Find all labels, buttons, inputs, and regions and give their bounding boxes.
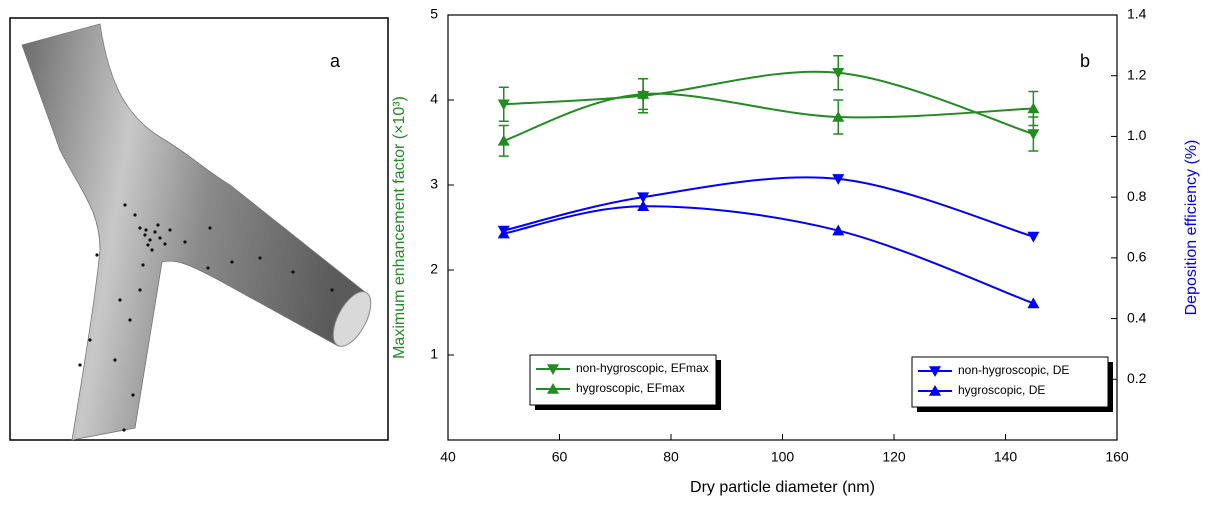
x-tick-label: 120 bbox=[882, 449, 906, 465]
y2-tick-label: 1.2 bbox=[1127, 66, 1147, 82]
panel-label: a bbox=[330, 51, 341, 71]
tube-opening bbox=[332, 291, 372, 347]
legend-label: hygroscopic, EFmax bbox=[576, 381, 685, 395]
marker bbox=[832, 68, 845, 79]
legend-marker bbox=[547, 364, 559, 375]
y-tick-label: 5 bbox=[430, 6, 438, 22]
marker bbox=[832, 224, 845, 236]
x-tick-label: 100 bbox=[771, 449, 795, 465]
marker bbox=[1027, 231, 1040, 243]
series-line bbox=[503, 92, 1034, 142]
y2-tick-label: 1.0 bbox=[1127, 127, 1147, 143]
marker bbox=[1027, 297, 1040, 309]
marker bbox=[497, 227, 510, 239]
marker bbox=[1027, 102, 1040, 114]
marker bbox=[637, 192, 650, 204]
x-tick-label: 60 bbox=[552, 449, 568, 465]
y2-tick-label: 0.4 bbox=[1127, 309, 1147, 325]
x-tick-label: 40 bbox=[440, 449, 456, 465]
y2-tick-label: 0.2 bbox=[1127, 370, 1147, 386]
series-line bbox=[503, 176, 1034, 238]
panel-label: b bbox=[1080, 51, 1090, 71]
legend-label: non-hygroscopic, EFmax bbox=[576, 361, 709, 375]
legend-marker bbox=[547, 383, 559, 394]
y-axis-label: Maximum enhancement factor (×10³) bbox=[391, 96, 408, 359]
marker bbox=[637, 88, 650, 99]
legend-box bbox=[529, 354, 717, 406]
series-line bbox=[503, 205, 1034, 305]
panel-b: 40 60 80 100 120 140 160 1 2 3 4 5 0.2 0.4 0.6 0.8 1.0 1.… bbox=[391, 6, 1200, 497]
airway-tube bbox=[21, 23, 366, 441]
x-tick-label: 160 bbox=[1105, 449, 1129, 465]
x-tick-label: 140 bbox=[994, 449, 1018, 465]
y-tick-label: 4 bbox=[430, 91, 438, 107]
marker bbox=[497, 99, 510, 111]
marker bbox=[832, 174, 845, 185]
series-line bbox=[503, 70, 1034, 135]
legend-label: non-hygroscopic, DE bbox=[958, 363, 1069, 377]
marker bbox=[832, 111, 845, 122]
x-axis-label: Dry particle diameter (nm) bbox=[690, 479, 875, 496]
x-tick-label: 80 bbox=[663, 449, 679, 465]
y-tick-label: 1 bbox=[430, 346, 438, 362]
legend-marker bbox=[929, 366, 941, 377]
y2-tick-label: 0.8 bbox=[1127, 188, 1147, 204]
y2-tick-label: 0.6 bbox=[1127, 249, 1147, 265]
legend-label: hygroscopic, DE bbox=[958, 383, 1045, 397]
y2-axis-label: Deposition efficiency (%) bbox=[1183, 140, 1200, 316]
legend-marker bbox=[929, 385, 941, 396]
marker bbox=[497, 134, 510, 146]
legend-box bbox=[911, 356, 1109, 408]
y2-tick-label: 1.4 bbox=[1127, 6, 1147, 22]
y-tick-label: 2 bbox=[430, 261, 438, 277]
y-tick-label: 3 bbox=[430, 176, 438, 192]
marker bbox=[1027, 129, 1040, 140]
panel-a: a bbox=[9, 17, 389, 441]
particles bbox=[78, 203, 334, 432]
marker bbox=[637, 200, 650, 212]
